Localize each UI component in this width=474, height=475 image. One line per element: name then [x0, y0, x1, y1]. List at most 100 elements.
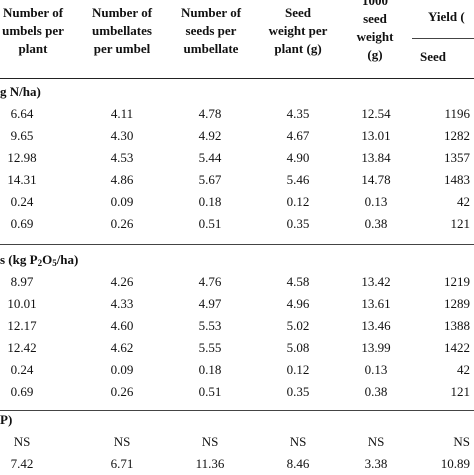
table-cell: 10.01 [7, 296, 37, 311]
table-cell: 0.38 [364, 384, 388, 399]
table-row: NS NS NS NS NS NS [0, 431, 474, 453]
table-cell: 1388 [444, 318, 470, 333]
table-cell: 13.42 [361, 274, 391, 289]
table-cell: 0.12 [286, 194, 310, 209]
table-cell: 0.26 [110, 216, 134, 231]
table-cell: 12.42 [7, 340, 37, 355]
table-cell: 9.65 [10, 128, 34, 143]
table-cell: 4.97 [198, 296, 222, 311]
table-cell: 10.89 [440, 456, 470, 471]
section-label-text: /ha) [56, 252, 79, 267]
table-cell: 5.67 [198, 172, 222, 187]
table-cell: 1422 [444, 340, 470, 355]
table-cell: 7.42 [10, 456, 34, 471]
table-cell: 8.46 [286, 456, 310, 471]
table-cell: 5.02 [286, 318, 310, 333]
table-cell: 0.13 [364, 362, 388, 377]
table-cell: 0.12 [286, 362, 310, 377]
section-label-text: P) [0, 412, 13, 427]
yield-subheader-rule [412, 38, 474, 39]
table-row: 10.01 4.33 4.97 4.96 13.61 1289 [0, 293, 474, 315]
table-row: 0.24 0.09 0.18 0.12 0.13 42 [0, 191, 474, 213]
table-cell: 4.60 [110, 318, 134, 333]
table-cell: 1289 [444, 296, 470, 311]
table-cell: 5.08 [286, 340, 310, 355]
section-rule-2 [0, 410, 474, 411]
table-cell: 13.61 [361, 296, 391, 311]
table-cell: 6.71 [110, 456, 134, 471]
table-row: 0.24 0.09 0.18 0.12 0.13 42 [0, 359, 474, 381]
table-cell: NS [289, 434, 307, 449]
table-cell: NS [453, 434, 470, 449]
header-1000-seed-weight: 1000 seed weight (g) [356, 0, 394, 62]
table-cell: 0.38 [364, 216, 388, 231]
table-cell: 0.35 [286, 384, 310, 399]
table-cell: 4.86 [110, 172, 134, 187]
header-seeds-per-umbellate: Number of seeds per umbellate [180, 5, 242, 56]
table-cell: 4.33 [110, 296, 134, 311]
table-cell: NS [201, 434, 219, 449]
table-row: 6.64 4.11 4.78 4.35 12.54 1196 [0, 103, 474, 125]
table-cell: 0.18 [198, 362, 222, 377]
table-cell: 121 [450, 384, 471, 399]
table-cell: 0.35 [286, 216, 310, 231]
table-cell: 4.62 [110, 340, 134, 355]
table-row: 7.42 6.71 11.36 8.46 3.38 10.89 [0, 453, 474, 475]
table-cell: 4.96 [286, 296, 310, 311]
table-row: 14.31 4.86 5.67 5.46 14.78 1483 [0, 169, 474, 191]
header-yield: Yield ( [428, 9, 465, 24]
table-cell: 4.53 [110, 150, 134, 165]
table-cell: 1483 [444, 172, 470, 187]
table-cell: 14.31 [7, 172, 37, 187]
table-cell: 4.26 [110, 274, 134, 289]
table-cell: 4.76 [198, 274, 222, 289]
table-cell: 0.51 [198, 384, 222, 399]
table-cell: 0.24 [10, 362, 34, 377]
table-row: 8.97 4.26 4.76 4.58 13.42 1219 [0, 271, 474, 293]
section-label-interaction: P) [0, 412, 12, 428]
table-cell: 5.44 [198, 150, 222, 165]
table-cell: 1219 [444, 274, 470, 289]
table-row: 12.42 4.62 5.55 5.08 13.99 1422 [0, 337, 474, 359]
section-label-text: O [42, 252, 53, 267]
table-cell: 6.64 [10, 106, 34, 121]
table-cell: 0.26 [110, 384, 134, 399]
table-cell: 12.17 [7, 318, 37, 333]
table-cell: 0.69 [10, 216, 34, 231]
table-row: 12.98 4.53 5.44 4.90 13.84 1357 [0, 147, 474, 169]
section-label-nitrogen: g N/ha) [0, 84, 41, 100]
table-cell: 0.09 [110, 194, 134, 209]
section-rule-1 [0, 244, 474, 245]
table-cell: 5.55 [198, 340, 222, 355]
table-row: 0.69 0.26 0.51 0.35 0.38 121 [0, 381, 474, 403]
table-cell: 4.92 [198, 128, 222, 143]
table-cell: 0.69 [10, 384, 34, 399]
table-header: Number of umbels per plant Number of umb… [0, 0, 474, 85]
table-cell: 11.36 [195, 456, 225, 471]
table-cell: 0.18 [198, 194, 222, 209]
section-label-sub: 5 [52, 258, 57, 268]
table-cell: 4.58 [286, 274, 310, 289]
table-cell: 4.11 [110, 106, 134, 121]
table-cell: 12.98 [7, 150, 37, 165]
table-cell: 5.46 [286, 172, 310, 187]
table-cell: 1357 [444, 150, 470, 165]
section-label-phosphorus: s (kg P2O5/ha) [0, 252, 78, 268]
table-cell: 14.78 [361, 172, 391, 187]
table-row: 12.17 4.60 5.53 5.02 13.46 1388 [0, 315, 474, 337]
table-cell: 121 [450, 216, 471, 231]
table-cell: 0.51 [198, 216, 222, 231]
table-cell: 1282 [444, 128, 470, 143]
table-cell: 4.67 [286, 128, 310, 143]
table-cell: 1196 [444, 106, 470, 121]
table-cell: NS [367, 434, 385, 449]
header-yield-seed: Seed [420, 49, 446, 64]
table-cell: NS [113, 434, 131, 449]
table-cell: 4.90 [286, 150, 310, 165]
table-cell: 13.46 [361, 318, 391, 333]
table-cell: 0.09 [110, 362, 134, 377]
table-cell: 12.54 [361, 106, 391, 121]
table-cell: 8.97 [10, 274, 34, 289]
header-umbels-per-plant: Number of umbels per plant [2, 5, 64, 56]
table-cell: 4.30 [110, 128, 134, 143]
